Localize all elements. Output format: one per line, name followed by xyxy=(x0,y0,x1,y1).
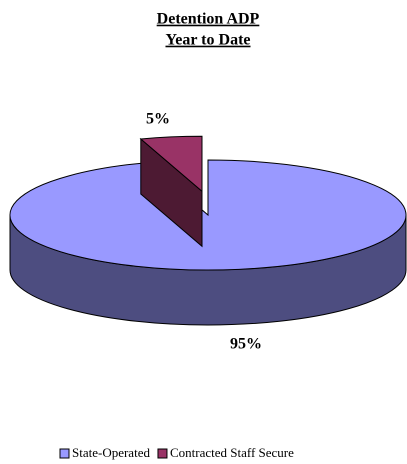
chart-title: Detention ADP xyxy=(157,11,260,28)
legend-label: State-Operated xyxy=(72,445,150,460)
legend-swatch xyxy=(59,448,70,459)
chart-subtitle: Year to Date xyxy=(165,32,250,49)
data-label: 5% xyxy=(146,111,170,128)
slice xyxy=(139,135,203,193)
legend-swatch xyxy=(157,448,168,459)
data-label: 95% xyxy=(230,336,262,353)
legend-label: Contracted Staff Secure xyxy=(170,445,294,460)
slice xyxy=(9,159,407,271)
